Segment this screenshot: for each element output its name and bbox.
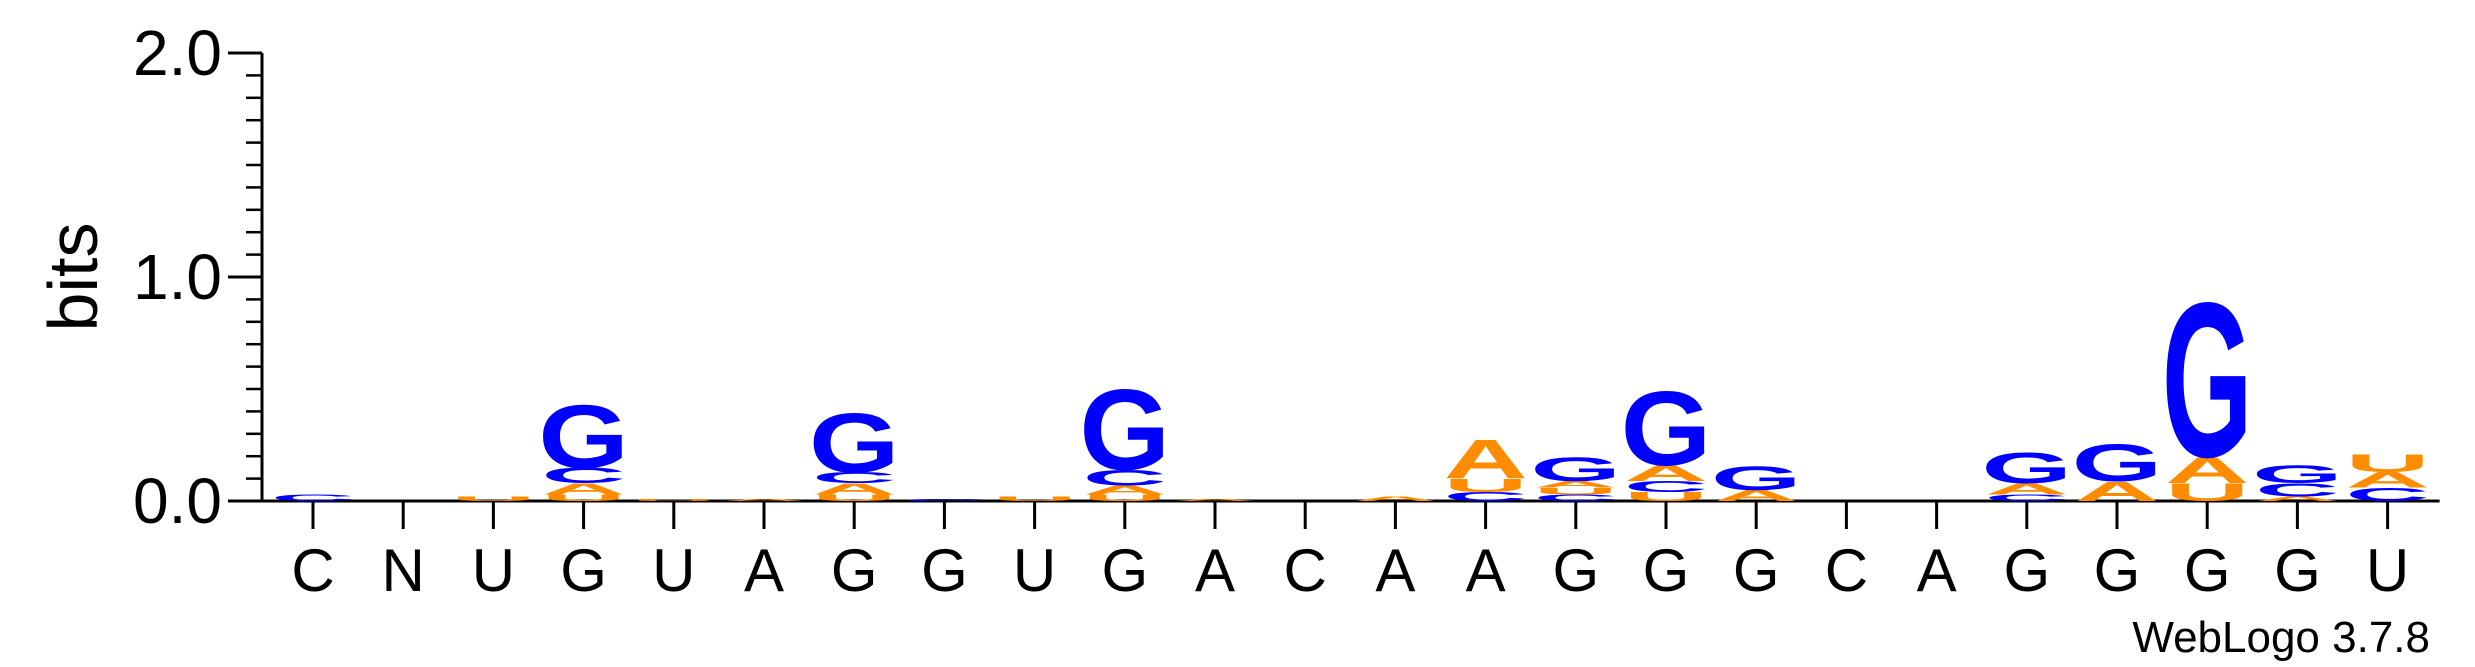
position-label: A bbox=[1375, 537, 1415, 604]
logo-letter-a: A bbox=[541, 480, 625, 497]
logo-letter-a: A bbox=[722, 498, 806, 501]
position-label: C bbox=[291, 537, 334, 604]
logo-letter-g: G bbox=[809, 396, 900, 490]
position-label: G bbox=[921, 537, 968, 604]
position-label: C bbox=[1825, 537, 1868, 604]
position-label: C bbox=[1284, 537, 1327, 604]
position-label: G bbox=[2184, 537, 2231, 604]
position-label: N bbox=[382, 537, 425, 604]
position-label: G bbox=[831, 537, 878, 604]
logo-letter-g: G bbox=[2072, 434, 2163, 493]
logo-letter-c: C bbox=[1443, 490, 1527, 504]
logo-letter-a: A bbox=[2345, 468, 2429, 492]
logo-letter-g: G bbox=[538, 387, 629, 487]
logo-letter-g: G bbox=[1530, 450, 1621, 488]
logo-letter-u: U bbox=[1624, 490, 1708, 504]
position-label: U bbox=[652, 537, 695, 604]
position-label: A bbox=[1195, 537, 1235, 604]
position-label: A bbox=[1466, 537, 1506, 604]
weblogo-credit: WebLogo 3.7.8 bbox=[2132, 613, 2430, 662]
logo-letter-g: G bbox=[1621, 369, 1712, 488]
logo-letter-c: C bbox=[1083, 466, 1167, 490]
logo-letter-a: A bbox=[2255, 495, 2339, 502]
logo-letter-a: A bbox=[1173, 498, 1257, 501]
position-label: U bbox=[2366, 537, 2409, 604]
y-axis: 0.0 1.0 2.0 bbox=[133, 17, 264, 537]
position-label: G bbox=[2274, 537, 2321, 604]
y-tick-label: 2.0 bbox=[133, 17, 222, 89]
position-label: A bbox=[1917, 537, 1957, 604]
logo-letter-g: G bbox=[1079, 365, 1170, 494]
position-label: G bbox=[1643, 537, 1690, 604]
position-label: U bbox=[1013, 537, 1056, 604]
y-axis-label: bits bbox=[34, 223, 112, 332]
logo-letter-u: U bbox=[1083, 493, 1167, 503]
position-label: G bbox=[1733, 537, 1780, 604]
logo-letter-u: U bbox=[2345, 449, 2429, 477]
logo-letter-u: U bbox=[632, 498, 716, 501]
logo-letter-u: U bbox=[992, 495, 1076, 502]
logo-letter-a: A bbox=[1624, 461, 1708, 485]
logo-letter-a: A bbox=[1534, 479, 1618, 489]
logo-letter-a: A bbox=[2075, 476, 2159, 507]
logo-letter-c: C bbox=[541, 463, 625, 487]
position-label: A bbox=[744, 537, 784, 604]
logo-letter-c: C bbox=[2255, 480, 2339, 501]
logo-letter-a: A bbox=[2165, 450, 2249, 491]
y-tick-label: 1.0 bbox=[133, 241, 222, 313]
position-label: G bbox=[2003, 537, 2050, 604]
y-tick-label: 0.0 bbox=[133, 465, 222, 537]
logo-letter-a: A bbox=[812, 480, 896, 497]
logo-letter-c: C bbox=[2345, 484, 2429, 505]
position-label: G bbox=[1101, 537, 1148, 604]
logo-letter-c: C bbox=[271, 493, 355, 503]
position-label: G bbox=[1552, 537, 1599, 604]
logo-letter-c: C bbox=[902, 498, 986, 501]
logo-letter-u: U bbox=[451, 495, 535, 502]
logo-letter-u: U bbox=[1443, 475, 1527, 496]
position-label: G bbox=[560, 537, 607, 604]
logo-letter-a: A bbox=[1353, 495, 1437, 502]
logo-letter-g: G bbox=[2162, 257, 2253, 503]
logo-letter-c: C bbox=[1624, 478, 1708, 495]
logo-letter-g: G bbox=[1711, 459, 1802, 497]
logo-letter-a: A bbox=[1985, 480, 2069, 497]
logo-letter-u: U bbox=[812, 493, 896, 503]
logo-letter-c: C bbox=[812, 469, 896, 486]
logo-letter-a: A bbox=[1443, 428, 1527, 490]
logo-letter-u: U bbox=[2165, 479, 2249, 507]
logo-letter-g: G bbox=[1981, 444, 2072, 493]
logo-letter-u: U bbox=[541, 493, 625, 503]
logo-letter-a: A bbox=[1083, 483, 1167, 497]
position-label: G bbox=[2094, 537, 2141, 604]
logo-letter-u: U bbox=[1534, 486, 1618, 496]
logo-letter-g: G bbox=[2252, 461, 2343, 489]
logo-letter-c: C bbox=[1985, 493, 2069, 503]
position-label: U bbox=[472, 537, 515, 604]
logo-letter-a: A bbox=[1714, 487, 1798, 504]
logo-letter-c: C bbox=[1534, 493, 1618, 503]
